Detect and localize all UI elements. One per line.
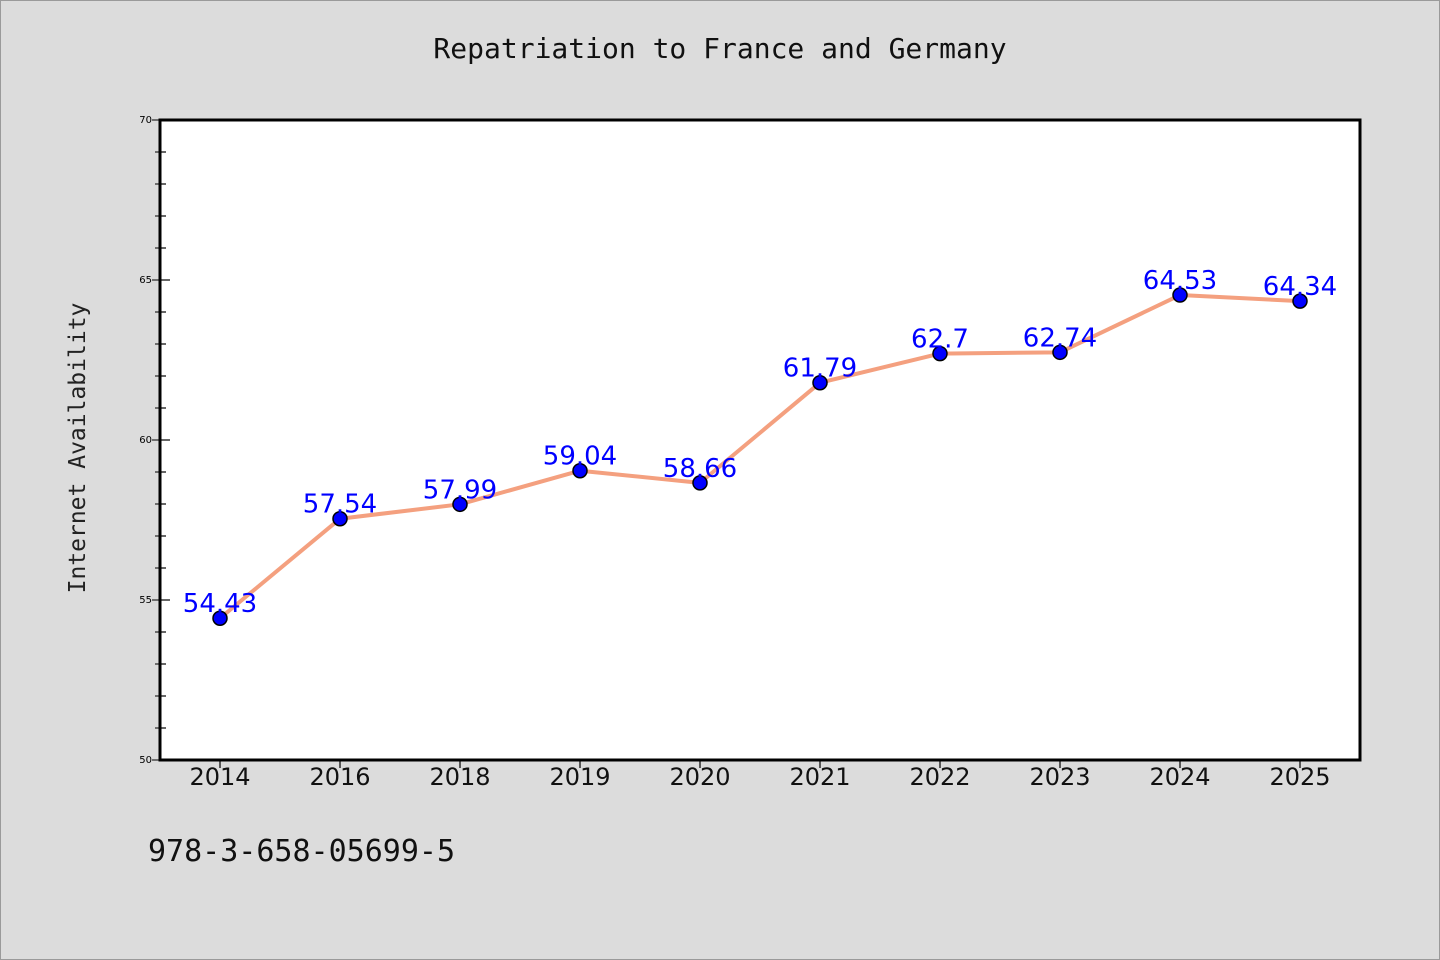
data-markers [212, 287, 1308, 626]
data-label: 59.04 [543, 442, 617, 472]
x-tick-label: 2014 [189, 763, 250, 791]
y-tick-label: 55 [139, 595, 152, 606]
x-tick-label: 2023 [1029, 763, 1090, 791]
x-tick-label: 2018 [429, 763, 490, 791]
footer-code: 978-3-658-05699-5 [148, 834, 456, 869]
data-point [692, 475, 708, 491]
x-tick-label: 2024 [1149, 763, 1210, 791]
data-point [1292, 293, 1308, 309]
y-tick-label: 60 [139, 435, 152, 446]
data-point [212, 610, 228, 626]
data-point [332, 510, 348, 527]
y-tick-label: 65 [139, 275, 152, 286]
data-point [1052, 344, 1068, 361]
x-tick-label: 2020 [669, 763, 730, 791]
x-tick-label: 2025 [1269, 763, 1330, 791]
data-point [1172, 287, 1188, 303]
y-axis: 50 55 60 65 70 [139, 115, 170, 766]
data-label: 57.54 [303, 490, 377, 520]
x-tick-label: 2016 [309, 763, 370, 791]
data-label: 54.43 [183, 589, 257, 619]
x-axis: 2014 2016 2018 2019 2020 2021 2022 2023 2024 2025 [189, 760, 1331, 791]
plot-area [158, 118, 1362, 762]
y-tick-label: 50 [139, 755, 152, 766]
data-label: 64.53 [1143, 266, 1217, 296]
data-label: 57.99 [423, 475, 497, 505]
x-tick-label: 2022 [909, 763, 970, 791]
data-point [812, 374, 828, 391]
data-label: 61.79 [783, 354, 857, 384]
chart-title: Repatriation to France and Germany [433, 32, 1007, 65]
data-point [452, 496, 468, 513]
x-tick-label: 2019 [549, 763, 610, 791]
x-tick-label: 2021 [789, 763, 850, 791]
data-point [572, 462, 588, 479]
data-label: 62.74 [1023, 323, 1097, 353]
data-labels: 54.43 57.54 57.99 59.04 58.66 61.79 62.7 62.74 6… [183, 266, 1337, 619]
y-tick-label: 70 [139, 115, 152, 126]
series-line [218, 293, 1301, 620]
data-label: 58.66 [663, 454, 737, 484]
data-label: 64.34 [1263, 272, 1337, 302]
data-label: 62.7 [911, 325, 969, 355]
data-point [932, 345, 948, 362]
